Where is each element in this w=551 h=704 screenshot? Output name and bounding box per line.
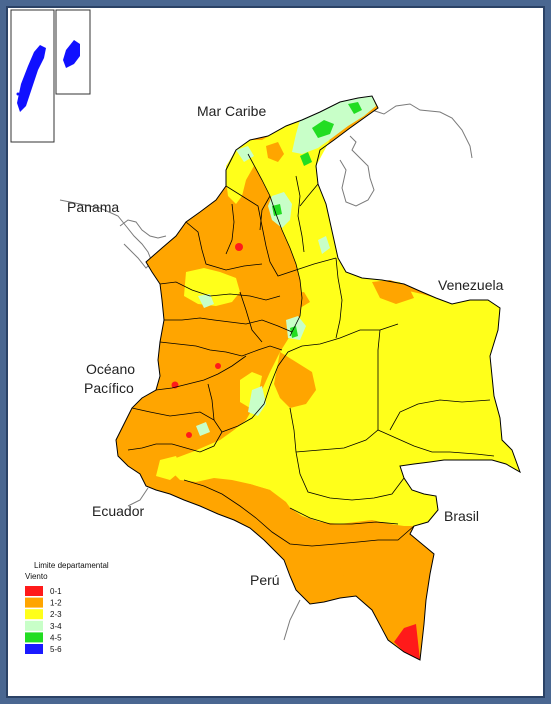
label-panama: Panama bbox=[67, 199, 119, 215]
inset-san-andres bbox=[10, 9, 55, 143]
legend: Limite departamental Viento 0-1 1-2 2-3 3-4… bbox=[25, 561, 109, 654]
wind-1-2-zones bbox=[232, 142, 414, 590]
legend-label-2: 1-2 bbox=[50, 599, 62, 608]
label-mar-caribe: Mar Caribe bbox=[197, 103, 266, 119]
label-ecuador: Ecuador bbox=[92, 503, 144, 519]
legend-swatch-5 bbox=[25, 632, 43, 643]
label-peru: Perú bbox=[250, 572, 280, 588]
map-labels: Mar Caribe Panama Venezuela Océano Pacíf… bbox=[67, 103, 504, 588]
island-san-andres bbox=[17, 45, 46, 112]
legend-swatch-4 bbox=[25, 620, 43, 631]
inset-providencia bbox=[55, 9, 91, 95]
label-pacifico: Pacífico bbox=[84, 380, 134, 396]
legend-label-6: 5-6 bbox=[50, 645, 62, 654]
legend-swatch-6 bbox=[25, 644, 43, 654]
island-providencia bbox=[63, 40, 80, 68]
label-brasil: Brasil bbox=[444, 508, 479, 524]
legend-swatch-1 bbox=[25, 586, 43, 596]
legend-label-4: 3-4 bbox=[50, 622, 62, 631]
neighbour-outlines bbox=[59, 103, 473, 641]
wind-0-1-zones bbox=[171, 243, 420, 660]
label-venezuela: Venezuela bbox=[438, 277, 504, 293]
legend-subtitle: Viento bbox=[25, 572, 48, 581]
label-oceano: Océano bbox=[86, 361, 135, 377]
legend-label-3: 2-3 bbox=[50, 610, 62, 619]
legend-swatch-2 bbox=[25, 597, 43, 608]
legend-swatch-3 bbox=[25, 609, 43, 620]
legend-label-1: 0-1 bbox=[50, 587, 62, 596]
department-borders bbox=[115, 95, 521, 661]
legend-label-5: 4-5 bbox=[50, 633, 62, 642]
legend-title: Limite departamental bbox=[34, 561, 109, 570]
wind-4-5-zones bbox=[272, 102, 362, 338]
